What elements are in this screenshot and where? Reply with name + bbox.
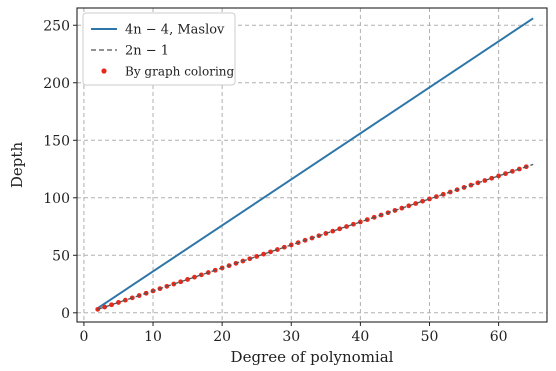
graph-coloring-point bbox=[254, 254, 260, 259]
x-tick-label: 30 bbox=[282, 329, 300, 345]
graph-coloring-point bbox=[413, 201, 419, 206]
legend-label-maslov: 4n − 4, Maslov bbox=[125, 23, 225, 38]
graph-coloring-point bbox=[344, 224, 349, 229]
series-line-maslov bbox=[97, 17, 534, 310]
legend-swatch-graph-coloring bbox=[101, 68, 107, 74]
x-tick-label: 0 bbox=[79, 329, 88, 345]
graph-coloring-point bbox=[337, 226, 343, 232]
y-tick-label: 150 bbox=[43, 133, 70, 149]
y-tick-label: 0 bbox=[61, 306, 70, 322]
x-tick-label: 50 bbox=[421, 329, 439, 345]
graph-coloring-point bbox=[427, 196, 432, 202]
axis-ticks: 0 10 20 30 40 50 60 0 50 100 150 200 250 bbox=[43, 18, 507, 345]
graph-coloring-point bbox=[122, 297, 128, 303]
legend: 4n − 4, Maslov 2n − 1 By graph coloring bbox=[82, 12, 236, 86]
y-tick-label: 50 bbox=[52, 248, 70, 264]
x-tick-label: 60 bbox=[490, 329, 508, 345]
y-tick-label: 250 bbox=[43, 18, 70, 34]
graph-coloring-point bbox=[116, 300, 121, 305]
plot-frame bbox=[76, 7, 548, 323]
graph-coloring-point bbox=[351, 221, 356, 227]
plot-series bbox=[95, 17, 534, 312]
graph-coloring-point bbox=[503, 171, 508, 177]
x-axis-label: Degree of polynomial bbox=[231, 348, 394, 366]
y-tick-label: 200 bbox=[43, 76, 70, 92]
graph-coloring-point bbox=[109, 302, 114, 308]
legend-box bbox=[82, 12, 236, 86]
graph-coloring-point bbox=[330, 228, 336, 234]
graph-coloring-point bbox=[489, 175, 495, 181]
graph-coloring-point bbox=[178, 279, 184, 285]
graph-coloring-point bbox=[185, 277, 190, 282]
graph-coloring-point bbox=[199, 272, 204, 278]
graph-coloring-point bbox=[482, 178, 488, 183]
legend-label-graph-coloring: By graph coloring bbox=[125, 65, 235, 79]
graph-coloring-point bbox=[275, 247, 280, 252]
graph-coloring-point bbox=[192, 274, 197, 280]
legend-label-2n-1: 2n − 1 bbox=[125, 44, 169, 59]
y-tick-label: 100 bbox=[43, 191, 70, 207]
graph-coloring-point bbox=[268, 249, 273, 255]
x-tick-label: 40 bbox=[351, 329, 369, 345]
graph-coloring-point bbox=[496, 173, 502, 179]
graph-coloring-point bbox=[510, 168, 515, 174]
series-line-2n-1 bbox=[97, 163, 534, 310]
graph-coloring-point bbox=[102, 304, 108, 310]
graph-coloring-point bbox=[261, 251, 267, 257]
y-axis-label: Depth bbox=[8, 142, 26, 189]
graph-coloring-point bbox=[406, 203, 412, 209]
x-tick-label: 10 bbox=[144, 329, 162, 345]
x-tick-label: 20 bbox=[213, 329, 231, 345]
graph-coloring-point bbox=[420, 198, 425, 204]
